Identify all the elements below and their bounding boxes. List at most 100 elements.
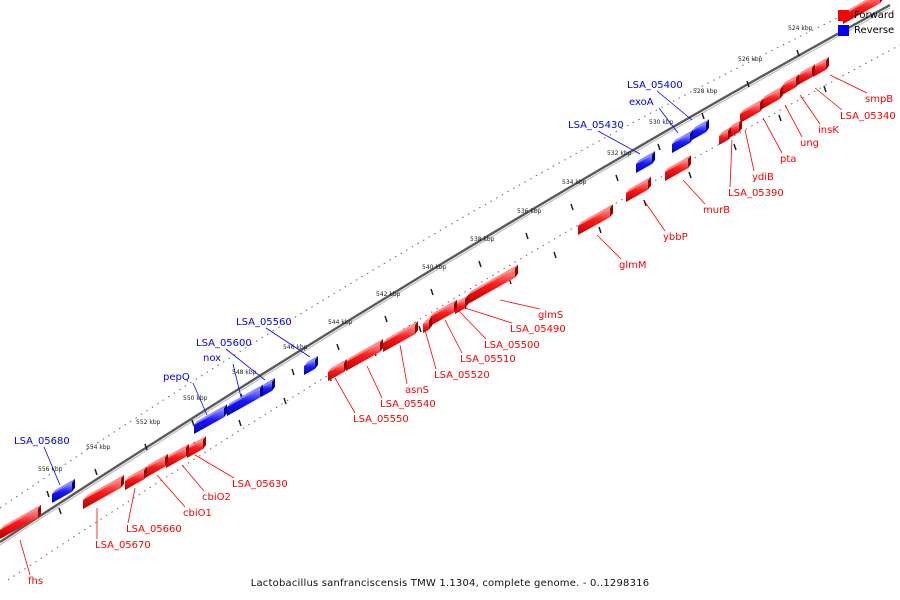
gene-label-forward[interactable]: LSA_05490 <box>510 324 566 335</box>
leader-line-forward <box>829 74 868 94</box>
gene-label-reverse[interactable]: LSA_05560 <box>236 317 292 328</box>
tick-label: 528 kbp <box>693 88 718 95</box>
leader-line-reverse <box>658 107 679 134</box>
tick-label: 548 kbp <box>232 369 257 376</box>
minor-tick-mark <box>238 419 242 427</box>
gene-reverse-block[interactable] <box>194 404 227 434</box>
gene-label-forward[interactable]: cbiO2 <box>202 492 231 503</box>
tick-label: 532 kbp <box>607 150 632 157</box>
gene-forward-block[interactable] <box>0 504 41 539</box>
leader-line-reverse <box>597 130 641 155</box>
minor-tick-mark <box>643 199 647 207</box>
gene-label-forward[interactable]: cbiO1 <box>183 508 212 519</box>
gene-forward-block[interactable] <box>626 176 651 202</box>
tick-label: 526 kbp <box>738 56 763 63</box>
tick-label: 552 kbp <box>136 419 161 426</box>
gene-label-forward[interactable]: glmM <box>619 260 647 271</box>
gene-label-forward[interactable]: fhs <box>28 576 43 587</box>
gene-reverse-block[interactable] <box>227 384 263 416</box>
gene-label-forward[interactable]: LSA_05520 <box>434 370 490 381</box>
gene-forward-block[interactable] <box>145 453 168 478</box>
leader-line-forward <box>127 487 136 524</box>
tick-labels: 524 kbp 526 kbp 528 kbp 530 kbp 532 kbp 534 k… <box>38 25 813 473</box>
leader-line-forward <box>799 94 821 125</box>
tick-label: 542 kbp <box>376 291 401 298</box>
gene-label-forward[interactable]: LSA_05630 <box>232 479 288 490</box>
gene-reverse-block[interactable] <box>672 129 693 153</box>
gene-label-forward[interactable]: LSA_05340 <box>840 111 896 122</box>
tick-label: 530 kbp <box>649 119 674 126</box>
gene-forward-block[interactable] <box>346 338 383 371</box>
gene-label-forward[interactable]: LSA_05510 <box>460 354 516 365</box>
gene-forward-block[interactable] <box>328 359 347 381</box>
tick-mark <box>46 490 50 498</box>
leader-line-forward <box>682 179 706 205</box>
leader-line-reverse <box>43 446 61 486</box>
gene-forward-block[interactable] <box>782 74 799 95</box>
tick-mark <box>525 232 529 240</box>
gene-label-reverse[interactable]: nox <box>203 353 221 364</box>
gene-forward-block[interactable] <box>187 436 206 458</box>
gene-label-forward[interactable]: LSA_05550 <box>353 414 409 425</box>
leader-line-forward <box>744 129 755 172</box>
gene-label-forward[interactable]: smpB <box>865 94 893 105</box>
outer-ruler-line <box>0 11 851 509</box>
tick-mark <box>796 49 800 57</box>
gene-forward-block[interactable] <box>740 98 763 123</box>
gene-label-forward[interactable]: LSA_05540 <box>380 399 436 410</box>
gene-forward-block[interactable] <box>423 316 432 333</box>
tick-mark <box>94 468 98 476</box>
tick-mark <box>384 315 388 323</box>
gene-forward-block[interactable] <box>430 299 457 326</box>
gene-forward-block[interactable] <box>798 64 815 85</box>
gene-forward-block[interactable] <box>83 474 124 509</box>
gene-label-reverse[interactable]: pepQ <box>163 372 190 383</box>
gene-label-forward[interactable]: ybbP <box>663 232 688 243</box>
gene-forward-block[interactable] <box>665 155 691 181</box>
gene-reverse-block[interactable] <box>636 151 655 173</box>
gene-forward-block[interactable] <box>578 204 613 235</box>
gene-forward-block[interactable] <box>455 295 468 314</box>
gene-forward-block[interactable] <box>719 126 731 145</box>
gene-label-forward[interactable]: ung <box>800 138 819 149</box>
gene-reverse-block[interactable] <box>304 355 318 375</box>
leader-line-forward <box>444 319 463 354</box>
gene-label-forward[interactable]: ydiB <box>752 172 774 183</box>
gene-reverse-block[interactable] <box>261 377 275 397</box>
gene-forward-block[interactable] <box>843 0 883 24</box>
gene-label-forward[interactable]: LSA_05660 <box>126 524 182 535</box>
gene-label-forward[interactable]: insK <box>818 125 839 136</box>
gene-label-forward[interactable]: pta <box>780 154 796 165</box>
genome-backbone <box>0 3 891 544</box>
gene-label-forward[interactable]: asnS <box>405 385 429 396</box>
gene-forward-block[interactable] <box>468 264 518 304</box>
tick-mark <box>657 143 661 151</box>
gene-label-reverse[interactable]: LSA_05600 <box>196 338 252 349</box>
leader-line-forward <box>334 377 356 414</box>
gene-label-forward[interactable]: LSA_05500 <box>484 340 540 351</box>
gene-forward-block[interactable] <box>166 443 189 468</box>
tick-marks <box>46 49 827 515</box>
leader-line-forward <box>762 117 783 154</box>
minor-tick-mark <box>823 85 827 93</box>
gene-label-reverse[interactable]: exoA <box>629 97 654 108</box>
gene-reverse-block[interactable] <box>52 478 75 503</box>
gene-forward-block[interactable] <box>125 466 147 490</box>
gene-forward-block[interactable] <box>813 56 829 77</box>
tick-mark <box>191 419 195 427</box>
gene-label-forward[interactable]: LSA_05390 <box>728 188 784 199</box>
tick-mark <box>478 260 482 268</box>
gene-label-reverse[interactable]: LSA_05430 <box>568 120 624 131</box>
minor-tick-mark <box>598 226 602 234</box>
gene-label-reverse[interactable]: LSA_05400 <box>627 80 683 91</box>
gene-forward-block[interactable] <box>383 321 418 352</box>
gene-label-forward[interactable]: glmS <box>538 310 563 321</box>
gene-label-reverse[interactable]: LSA_05680 <box>14 436 70 447</box>
gene-label-forward[interactable]: murB <box>703 205 730 216</box>
leader-line-forward <box>156 474 186 508</box>
gene-forward-block[interactable] <box>762 85 783 109</box>
gene-reverse-block[interactable] <box>692 119 709 140</box>
gene-forward-block[interactable] <box>729 119 742 138</box>
gene-label-forward[interactable]: LSA_05670 <box>95 540 151 551</box>
